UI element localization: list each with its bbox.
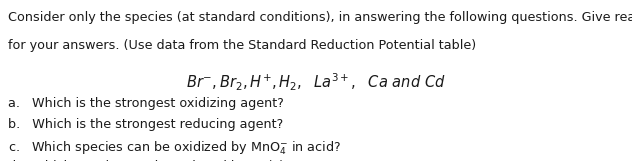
- Text: Consider only the species (at standard conditions), in answering the following q: Consider only the species (at standard c…: [8, 11, 632, 24]
- Text: for your answers. (Use data from the Standard Reduction Potential table): for your answers. (Use data from the Sta…: [8, 39, 476, 52]
- Text: c.   Which species can be oxidized by MnO$_4^{-}$ in acid?: c. Which species can be oxidized by MnO$…: [8, 139, 341, 157]
- Text: $\mathbf{\it{Br^{-},Br_{2},H^{+},H_{2},\ \ La^{3+},\ \ Ca\ and\ Cd}}$: $\mathbf{\it{Br^{-},Br_{2},H^{+},H_{2},\…: [186, 72, 446, 93]
- Text: a.   Which is the strongest oxidizing agent?: a. Which is the strongest oxidizing agen…: [8, 97, 284, 110]
- Text: b.   Which is the strongest reducing agent?: b. Which is the strongest reducing agent…: [8, 118, 283, 131]
- Text: d.   Which species can be reduced by Zn(s)?: d. Which species can be reduced by Zn(s)…: [8, 160, 290, 161]
